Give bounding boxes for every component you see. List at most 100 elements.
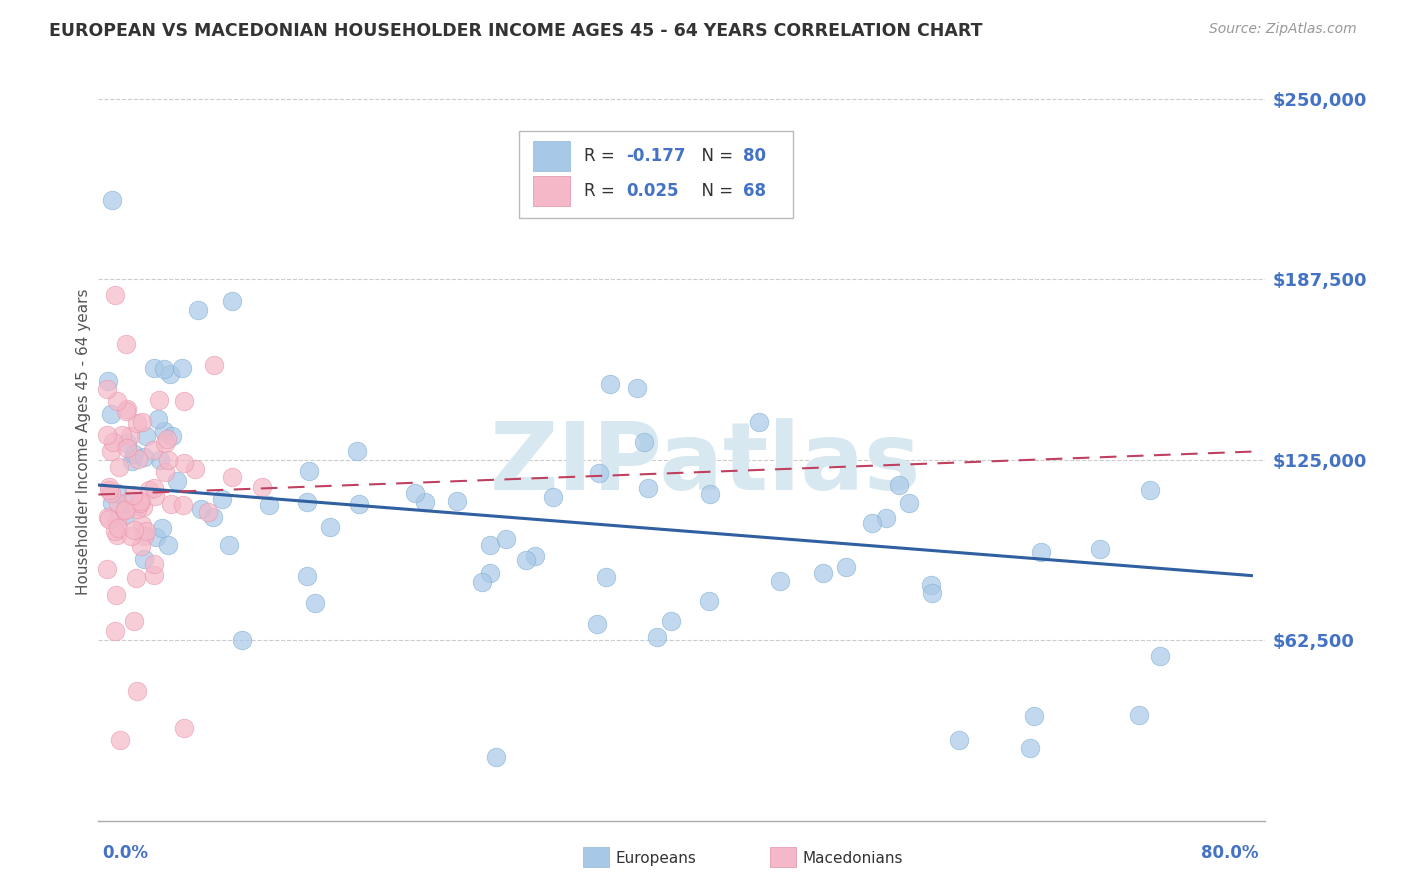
Point [122,447,145,461]
Point [202,358,225,372]
Point [97,374,120,388]
Point [748,415,770,429]
Point [132,500,155,514]
Point [96,428,118,442]
Point [129,493,152,508]
Point [115,401,138,416]
FancyBboxPatch shape [519,130,793,218]
Point [471,574,494,589]
Point [111,428,134,442]
Point [114,502,136,516]
Point [134,528,156,542]
Point [96,562,118,576]
Point [187,303,209,318]
Point [132,450,155,464]
Point [1022,709,1045,723]
Point [108,459,131,474]
Point [172,498,194,512]
Point [485,750,508,764]
Point [104,624,127,638]
Point [250,480,273,494]
Point [104,524,127,539]
Point [319,520,342,534]
Point [633,435,655,450]
Point [115,404,138,418]
Point [107,520,129,534]
FancyBboxPatch shape [533,141,569,171]
Point [159,368,181,382]
Point [415,495,437,509]
Point [100,444,122,458]
Point [659,614,682,628]
Text: R =: R = [583,146,620,165]
Point [190,501,212,516]
Text: Macedonians: Macedonians [803,851,903,865]
Point [346,444,368,458]
Point [515,553,537,567]
Point [875,510,897,524]
Point [105,528,128,542]
Point [295,569,318,583]
Point [585,616,607,631]
Point [105,513,128,527]
Point [156,432,179,446]
Point [104,288,127,302]
Point [811,566,834,581]
Point [645,630,668,644]
Point [148,393,170,408]
Point [142,361,165,376]
Point [150,521,173,535]
Text: 0.025: 0.025 [626,182,678,201]
Point [637,481,659,495]
Point [231,633,253,648]
FancyBboxPatch shape [533,176,569,206]
Point [114,503,136,517]
Point [156,538,179,552]
Text: -0.177: -0.177 [626,146,685,165]
Point [157,453,180,467]
Point [173,394,195,409]
Point [138,483,160,497]
Text: N =: N = [692,146,738,165]
Point [1029,545,1052,559]
Point [699,486,721,500]
Point [98,512,121,526]
Point [101,193,124,207]
Point [117,436,139,450]
Point [129,495,152,509]
Text: EUROPEAN VS MACEDONIAN HOUSEHOLDER INCOME AGES 45 - 64 YEARS CORRELATION CHART: EUROPEAN VS MACEDONIAN HOUSEHOLDER INCOM… [49,22,983,40]
Point [152,361,174,376]
Point [524,549,547,564]
Point [135,524,157,538]
Point [152,424,174,438]
Y-axis label: Householder Income Ages 45 - 64 years: Householder Income Ages 45 - 64 years [76,288,91,595]
Point [120,529,142,543]
Point [108,732,131,747]
Point [145,530,167,544]
Text: Source: ZipAtlas.com: Source: ZipAtlas.com [1209,22,1357,37]
Point [134,551,156,566]
Point [1088,541,1111,556]
Point [131,416,153,430]
Text: R =: R = [583,182,620,201]
Point [197,505,219,519]
Point [96,382,118,396]
Point [479,566,502,581]
Point [127,683,149,698]
Point [115,441,138,455]
Point [1019,741,1042,756]
Point [143,558,166,572]
Point [218,538,240,552]
Text: 0.0%: 0.0% [103,844,149,862]
Point [118,429,141,443]
Point [148,412,170,426]
Point [588,466,610,480]
Point [115,337,138,351]
Point [160,429,183,443]
Point [125,499,148,513]
Point [145,489,167,503]
Point [173,456,195,470]
Point [122,524,145,538]
Point [122,614,145,628]
Point [920,578,942,592]
